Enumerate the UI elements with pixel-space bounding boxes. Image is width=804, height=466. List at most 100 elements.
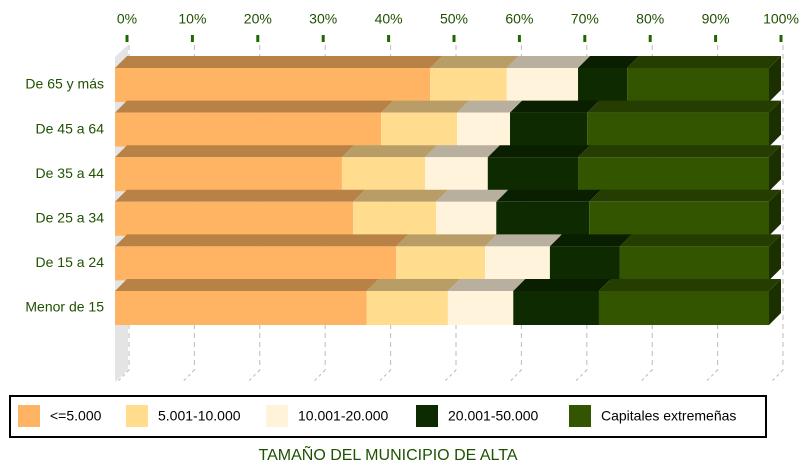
bar [506, 68, 579, 102]
bar-top [381, 100, 470, 113]
bar-top [447, 279, 526, 291]
legend-label: <=5.000 [50, 408, 102, 424]
bar-top [549, 234, 632, 247]
bar-top [578, 56, 640, 68]
bar [115, 112, 382, 147]
bar [115, 291, 367, 325]
bar [115, 201, 354, 236]
bar-side [769, 100, 781, 147]
legend-swatch [569, 405, 591, 427]
bar [115, 246, 397, 281]
x-tick-label: 0% [117, 11, 137, 27]
bar-top [436, 189, 509, 202]
bar-top [115, 234, 409, 247]
x-tick-label: 80% [636, 11, 664, 27]
x-tick-label: 30% [309, 11, 337, 27]
grid-floor [443, 369, 457, 383]
x-tick-label: 100% [763, 11, 799, 27]
legend-label: Capitales extremeñas [601, 408, 736, 424]
bar-top [487, 145, 591, 158]
y-tick-label: De 35 a 44 [36, 165, 105, 181]
bar-top [457, 100, 523, 113]
legend-label: 20.001-50.000 [448, 408, 539, 424]
bar [513, 291, 599, 325]
bar [341, 157, 425, 192]
bar [487, 157, 579, 192]
bar-top [341, 145, 437, 158]
bar-top [627, 56, 781, 68]
bar-top [430, 56, 519, 68]
bar-top [598, 279, 781, 291]
legend-label: 10.001-20.000 [298, 408, 389, 424]
bar [619, 246, 769, 281]
bar [485, 246, 550, 281]
grid-floor [378, 369, 391, 383]
bar [396, 246, 486, 281]
bar-top [485, 234, 562, 247]
bar-top [510, 100, 600, 113]
bar [549, 246, 620, 281]
bar-top [115, 145, 354, 158]
bar [627, 68, 769, 102]
grid-floor [312, 369, 326, 383]
bar [457, 112, 511, 147]
legend-box [9, 395, 767, 438]
bar-top [115, 189, 366, 202]
bar [587, 112, 769, 147]
x-tick-label: 10% [178, 11, 206, 27]
bar-side [769, 56, 781, 102]
bar [115, 157, 342, 192]
legend-swatch [266, 405, 288, 427]
bar [424, 157, 488, 192]
grid-floor [182, 369, 195, 383]
legend-label: 5.001-10.000 [158, 408, 241, 424]
bar [447, 291, 514, 325]
x-tick-label: 70% [571, 11, 599, 27]
bar-top [496, 189, 602, 202]
bar [578, 157, 769, 192]
x-tick-label: 20% [244, 11, 272, 27]
bar [430, 68, 507, 102]
bar-top [589, 189, 781, 202]
bar-side [769, 234, 781, 281]
grid-floor [116, 369, 130, 383]
grid-floor [639, 369, 653, 383]
bar [598, 291, 769, 325]
bar-top [396, 234, 498, 247]
x-tick-label: 40% [375, 11, 403, 27]
bar [436, 201, 497, 236]
legend-swatch [18, 405, 40, 427]
bar-top [424, 145, 500, 158]
bar-top [506, 56, 591, 68]
bar-top [619, 234, 781, 247]
bar-top [366, 279, 460, 291]
grid-floor [509, 369, 522, 383]
x-tick-label: 50% [440, 11, 468, 27]
grid-floor [247, 369, 261, 383]
bar [578, 68, 628, 102]
grid-floor [574, 369, 588, 383]
bar-top [587, 100, 781, 113]
bar-top [578, 145, 781, 158]
bar [353, 201, 437, 236]
x-tick-label: 60% [505, 11, 533, 27]
bar-top [115, 56, 443, 68]
bar [496, 201, 590, 236]
y-tick-label: De 25 a 34 [36, 210, 105, 226]
bar-top [513, 279, 611, 291]
bar-side [769, 279, 781, 325]
y-tick-label: De 65 y más [25, 76, 104, 92]
x-tick-label: 90% [702, 11, 730, 27]
bar [510, 112, 588, 147]
bar [589, 201, 769, 236]
bar-side [769, 145, 781, 192]
grid-floor [770, 369, 784, 383]
bar [381, 112, 458, 147]
y-tick-label: Menor de 15 [25, 299, 104, 315]
grid-floor [705, 369, 718, 383]
bar-top [353, 189, 449, 202]
bar-top [115, 100, 394, 113]
y-tick-label: De 45 a 64 [36, 120, 105, 136]
legend-swatch [126, 405, 148, 427]
